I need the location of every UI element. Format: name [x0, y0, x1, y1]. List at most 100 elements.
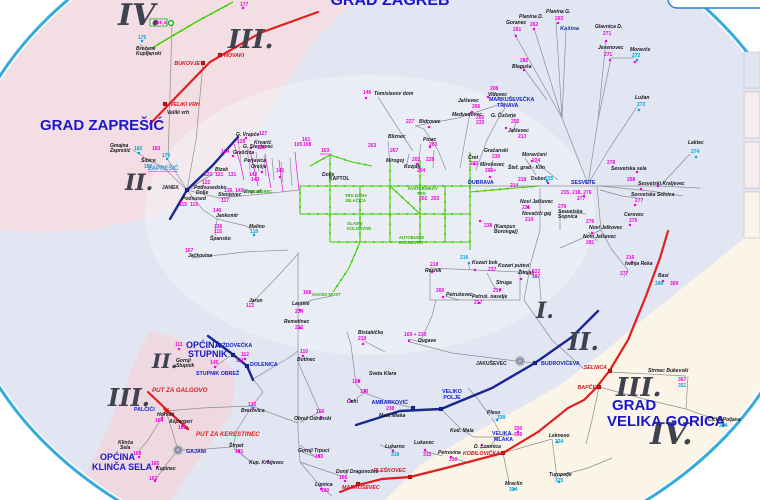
- stop-name-label: Struga: [496, 280, 512, 286]
- tram-stop-tick: [469, 222, 471, 225]
- route-number-label: 315: [423, 452, 432, 458]
- zone-region-zapresic: [0, 0, 355, 233]
- route-number-label: 156: [316, 409, 325, 415]
- stop-name-label: Zaprešić: [109, 148, 131, 154]
- tram-stop-tick: [419, 167, 421, 170]
- route-number-label: 214: [525, 217, 534, 223]
- stop-name-label: Glavnica D.: [595, 24, 622, 30]
- route-number-label: 162: [149, 476, 158, 482]
- stop-name-label: Borongaj): [494, 229, 518, 235]
- express-station-label: SELNICA: [584, 365, 607, 371]
- station-label: JANEK: [162, 185, 179, 191]
- tram-stop-tick: [419, 200, 421, 202]
- tram-stop-tick: [389, 178, 391, 181]
- road-line: [216, 218, 253, 231]
- tram-stop-tick: [355, 241, 358, 243]
- stop-name-label: Goranec: [506, 20, 527, 26]
- railway-station-marker: [438, 406, 444, 412]
- stop-name-label: Bizek: [215, 167, 228, 173]
- major-stop-label: POLJE: [443, 395, 461, 401]
- road-line: [186, 189, 218, 220]
- route-number-label: LUKA: [153, 21, 167, 27]
- stop-marker: [639, 187, 643, 191]
- zone-label: II.: [151, 349, 178, 373]
- route-number-label: 217: [474, 300, 483, 306]
- route-number-label: 168: [303, 290, 312, 296]
- road-line: [361, 339, 386, 353]
- road-line: [538, 276, 542, 301]
- stop-marker: [153, 479, 157, 483]
- major-stop-label: BUDROVIĆEVA: [541, 359, 580, 367]
- tram-stop-tick: [469, 177, 471, 180]
- stop-name-label: Brežane: [136, 46, 156, 52]
- road-line: [297, 295, 333, 307]
- route-number-label: 237: [488, 267, 497, 273]
- hub-halo: [515, 356, 525, 366]
- tram-stop-tick: [484, 189, 486, 192]
- tram-stop-tick: [442, 213, 445, 215]
- stop-marker: [656, 184, 660, 188]
- stop-name-label: Lukavec: [414, 440, 434, 446]
- tram-stop-tick: [322, 157, 325, 160]
- stop-marker: [137, 455, 141, 459]
- road-line: [419, 299, 437, 344]
- tram-stop-tick: [419, 216, 421, 219]
- tram-stop-tick: [316, 185, 319, 187]
- route-number-label: 228: [426, 157, 435, 163]
- stop-name-label: Botinec: [297, 357, 316, 363]
- express-station-marker: [162, 101, 168, 107]
- road-line: [299, 461, 345, 478]
- tram-stop-tick: [413, 207, 415, 210]
- route-number-label: 122: [202, 180, 211, 186]
- road-line: [167, 24, 188, 191]
- tram-stop-tick: [329, 188, 331, 191]
- route-number-label: 235, 218, 276: [561, 190, 592, 196]
- route-number-label: 161: [302, 137, 311, 143]
- stop-marker: [298, 326, 302, 330]
- zone-region-klinca-sela: [75, 330, 235, 500]
- tram-stop-tick: [359, 225, 361, 227]
- route-number-label: 318: [391, 452, 400, 458]
- tram-stop-label: KOLODVOR: [347, 226, 371, 231]
- road-line: [486, 272, 499, 292]
- tram-stop-tick: [343, 185, 346, 187]
- stop-name-label: Mraclin: [505, 481, 523, 487]
- stop-marker: [165, 157, 169, 161]
- express-station-marker: [407, 474, 413, 480]
- route-number-label: 214: [510, 183, 519, 189]
- stop-marker: [504, 126, 508, 130]
- stop-name-label: Kozari putevi: [498, 263, 530, 269]
- route-number-label: 160: [321, 488, 330, 494]
- road-line: [513, 32, 563, 119]
- road-line: [215, 355, 231, 367]
- stop-name-label: Stenjevec: [218, 192, 242, 198]
- road-line: [414, 104, 499, 127]
- road-line: [363, 392, 414, 409]
- stop-marker: [512, 487, 516, 491]
- road-line: [251, 378, 264, 407]
- road-line: [379, 444, 395, 451]
- express-station-marker: [217, 52, 223, 58]
- legend-box: [667, 0, 760, 9]
- route-number-label: 143: [251, 177, 260, 183]
- stop-marker: [604, 39, 608, 43]
- route-number-label: 110: [300, 349, 308, 355]
- express-station-marker: [500, 450, 506, 456]
- express-station-label: PLEŠKOVEC: [373, 466, 406, 474]
- stop-marker: [633, 60, 637, 64]
- tram-stop-tick: [308, 213, 310, 215]
- stop-name-label: Gornji: [176, 358, 191, 364]
- route-number-label: 133: [360, 389, 369, 395]
- major-stop-label: MARKUŠEVEČKA: [489, 95, 534, 103]
- stop-marker: [694, 155, 698, 159]
- road-line: [596, 185, 629, 271]
- stop-marker: [545, 179, 549, 183]
- stop-name-label: G. Vrapče: [236, 132, 259, 138]
- tram-stop-tick: [337, 241, 340, 243]
- stop-marker: [516, 430, 520, 434]
- route-number-label: 133: [352, 379, 361, 385]
- major-stop-label: AMBARKOVIĆ: [372, 398, 409, 406]
- tram-stop-tick: [469, 186, 471, 189]
- road-line: [491, 91, 506, 109]
